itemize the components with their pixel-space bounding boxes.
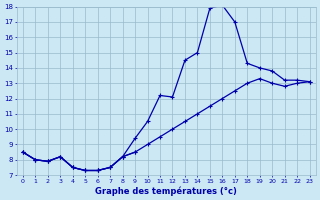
X-axis label: Graphe des températures (°c): Graphe des températures (°c) [95, 186, 237, 196]
